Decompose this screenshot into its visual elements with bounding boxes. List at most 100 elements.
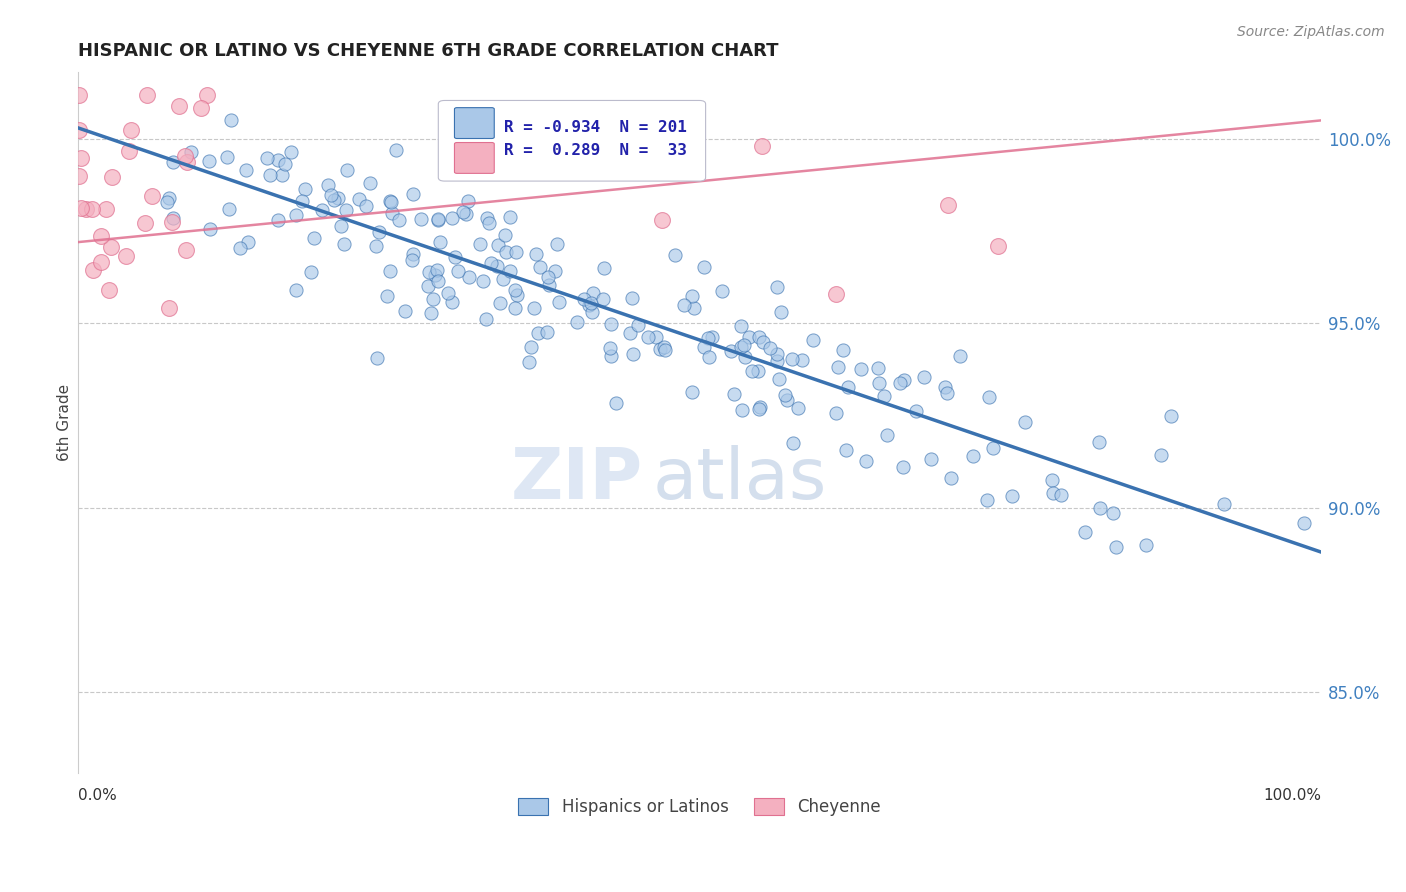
FancyBboxPatch shape bbox=[439, 101, 706, 181]
Point bbox=[546, 237, 568, 252]
Point bbox=[681, 289, 703, 303]
Point bbox=[769, 305, 792, 319]
Point bbox=[644, 330, 666, 344]
Point bbox=[479, 255, 502, 269]
Point bbox=[748, 330, 770, 344]
Point bbox=[851, 361, 873, 376]
Point bbox=[135, 87, 157, 102]
Point bbox=[498, 264, 520, 278]
Point bbox=[962, 450, 984, 464]
Point bbox=[120, 123, 142, 137]
Point bbox=[1135, 538, 1157, 552]
Point bbox=[498, 210, 520, 224]
Point bbox=[652, 340, 675, 354]
Point bbox=[157, 191, 180, 205]
Point bbox=[441, 211, 464, 226]
Point bbox=[1088, 500, 1111, 515]
Point bbox=[536, 326, 558, 340]
Point bbox=[219, 113, 242, 128]
Point bbox=[766, 347, 789, 361]
Point bbox=[543, 264, 565, 278]
Point bbox=[402, 186, 425, 201]
Point bbox=[215, 151, 238, 165]
Point bbox=[157, 301, 180, 315]
Point bbox=[637, 330, 659, 344]
Point bbox=[1105, 540, 1128, 554]
Point bbox=[319, 188, 342, 202]
Point bbox=[418, 265, 440, 279]
Point bbox=[291, 194, 314, 208]
Point bbox=[537, 270, 560, 285]
Point bbox=[766, 280, 789, 294]
Point bbox=[167, 99, 190, 113]
Point bbox=[891, 459, 914, 474]
Point bbox=[733, 338, 755, 352]
Point bbox=[600, 317, 623, 331]
Point bbox=[266, 153, 288, 167]
Point bbox=[420, 306, 443, 320]
Point bbox=[332, 236, 354, 251]
Point bbox=[423, 268, 446, 282]
Point bbox=[162, 211, 184, 226]
Point bbox=[776, 392, 799, 407]
Point bbox=[190, 101, 212, 115]
Point bbox=[599, 341, 621, 355]
Point bbox=[987, 239, 1010, 253]
Point bbox=[627, 318, 650, 333]
Point bbox=[69, 202, 91, 216]
Point bbox=[114, 249, 136, 263]
Point bbox=[388, 213, 411, 227]
Text: 0.0%: 0.0% bbox=[77, 789, 117, 803]
Point bbox=[605, 396, 627, 410]
Text: ZIP: ZIP bbox=[512, 444, 644, 514]
Point bbox=[402, 246, 425, 260]
Point bbox=[494, 228, 516, 243]
Point bbox=[1050, 488, 1073, 502]
Point bbox=[330, 219, 353, 233]
Point bbox=[519, 340, 541, 354]
Point bbox=[889, 376, 911, 391]
Point bbox=[752, 334, 775, 349]
Point bbox=[156, 194, 179, 209]
Point bbox=[1040, 473, 1063, 487]
Point bbox=[416, 278, 439, 293]
Text: HISPANIC OR LATINO VS CHEYENNE 6TH GRADE CORRELATION CHART: HISPANIC OR LATINO VS CHEYENNE 6TH GRADE… bbox=[77, 42, 779, 60]
Point bbox=[868, 376, 890, 391]
Point bbox=[681, 385, 703, 400]
Point bbox=[529, 260, 551, 275]
Point bbox=[457, 194, 479, 208]
Point bbox=[979, 390, 1001, 404]
Point bbox=[336, 163, 359, 178]
Point bbox=[162, 155, 184, 169]
Point bbox=[273, 157, 295, 171]
Point bbox=[711, 285, 734, 299]
Point bbox=[69, 151, 91, 165]
Point bbox=[768, 372, 790, 386]
Point bbox=[621, 347, 644, 361]
Point bbox=[517, 355, 540, 369]
Point bbox=[366, 351, 388, 366]
Point bbox=[444, 250, 467, 264]
Point bbox=[702, 330, 724, 344]
Point bbox=[523, 301, 546, 315]
Point bbox=[218, 202, 240, 216]
Point bbox=[505, 244, 527, 259]
Point bbox=[730, 403, 752, 417]
Point bbox=[505, 301, 527, 315]
Point bbox=[198, 154, 221, 169]
Point bbox=[380, 194, 402, 208]
Point bbox=[780, 351, 803, 366]
Point bbox=[737, 330, 759, 344]
Point bbox=[97, 284, 120, 298]
Point bbox=[385, 143, 408, 157]
Point bbox=[1014, 415, 1036, 429]
Point bbox=[1213, 497, 1236, 511]
Text: Source: ZipAtlas.com: Source: ZipAtlas.com bbox=[1237, 25, 1385, 39]
Point bbox=[380, 195, 402, 210]
Point bbox=[285, 283, 308, 297]
Point bbox=[936, 385, 959, 400]
Point bbox=[311, 203, 333, 218]
Point bbox=[548, 294, 571, 309]
Point bbox=[506, 288, 529, 302]
Point bbox=[492, 272, 515, 286]
